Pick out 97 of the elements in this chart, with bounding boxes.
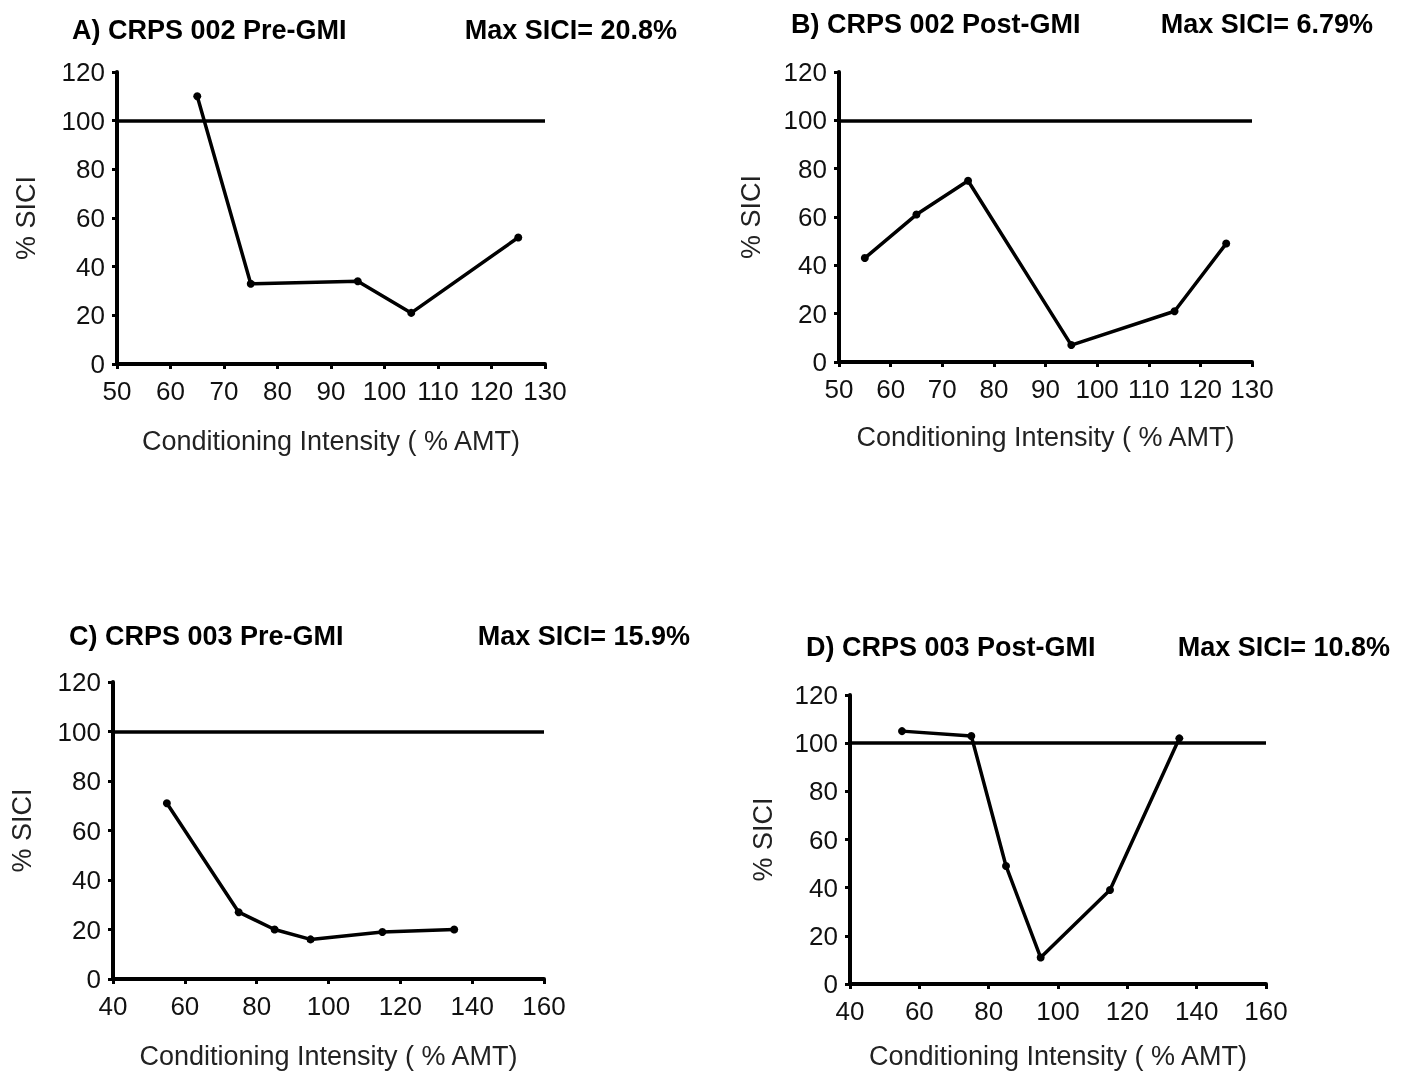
point: [860, 254, 869, 263]
x-tick-label: 80: [974, 996, 1004, 1026]
y-tick-label: 100: [57, 716, 101, 747]
point: [270, 925, 279, 934]
y-tick-label: 60: [72, 815, 101, 846]
x-tick-label: 70: [927, 374, 957, 404]
point: [378, 927, 387, 936]
x-axis-title: Conditioning Intensity ( % AMT): [139, 1040, 518, 1071]
text: Max SICI= 6.79%: [1160, 8, 1374, 39]
y-tick-label: 80: [798, 153, 827, 184]
point: [1067, 341, 1076, 350]
x-tick-label: 70: [209, 376, 239, 406]
point: [162, 799, 171, 808]
y-tick-label: 0: [812, 347, 827, 377]
y-tick-label: 20: [798, 298, 827, 329]
chart-title: A) CRPS 002 Pre-GMI: [72, 14, 347, 45]
chart-title: D) CRPS 003 Post-GMI: [806, 631, 1096, 662]
x-tick-label: 130: [523, 376, 567, 406]
y-tick-label: 120: [794, 680, 838, 710]
y-tick-label: 120: [783, 57, 827, 87]
y-axis-title: % SICI: [6, 788, 37, 873]
y-tick-label: 80: [809, 776, 838, 807]
x-tick-label: 80: [979, 374, 1009, 404]
x-axis-title: Conditioning Intensity ( % AMT): [856, 421, 1235, 452]
x-axis-title: Conditioning Intensity ( % AMT): [868, 1040, 1248, 1071]
x-tick-label: 80: [263, 376, 292, 406]
point: [964, 176, 973, 185]
point: [353, 277, 362, 286]
y-tick-label: 20: [809, 920, 838, 951]
x-tick-label: 140: [1174, 996, 1219, 1026]
point: [193, 92, 202, 101]
y-tick-label: 120: [61, 57, 105, 87]
y-tick-label: 60: [798, 202, 827, 232]
point: [234, 908, 243, 917]
y-tick-label: 100: [794, 728, 838, 759]
point: [912, 210, 921, 219]
point: [306, 935, 315, 944]
x-tick-label: 160: [1244, 996, 1288, 1026]
x-tick-label: 110: [1128, 374, 1170, 404]
x-tick-label: 130: [1230, 374, 1274, 404]
y-tick-label: 100: [61, 105, 105, 136]
y-tick-label: 80: [72, 766, 101, 796]
x-tick-label: 80: [242, 991, 272, 1021]
text: Max SICI= 10.8%: [1177, 631, 1391, 662]
text: Max SICI= 20.8%: [464, 14, 678, 45]
point: [1036, 953, 1045, 962]
y-tick-label: 0: [90, 349, 105, 379]
y-tick-label: 80: [76, 154, 105, 185]
text: Max SICI= 15.9%: [477, 620, 691, 651]
x-tick-label: 120: [378, 991, 423, 1021]
y-tick-label: 0: [823, 969, 838, 999]
y-tick-label: 0: [86, 964, 101, 994]
y-axis-title: % SICI: [735, 174, 766, 260]
x-tick-label: 100: [306, 991, 351, 1021]
point: [450, 925, 459, 934]
point: [1002, 861, 1010, 870]
y-tick-label: 60: [809, 824, 838, 855]
x-tick-label: 140: [450, 991, 494, 1021]
x-tick-label: 60: [170, 991, 200, 1021]
x-tick-label: 120: [1178, 374, 1223, 404]
x-tick-label: 50: [102, 376, 132, 406]
y-axis-title: % SICI: [10, 175, 41, 261]
x-tick-label: 120: [469, 376, 514, 406]
point: [407, 308, 416, 317]
x-tick-label: 90: [316, 376, 346, 406]
x-tick-label: 100: [362, 376, 407, 406]
point: [246, 279, 255, 288]
x-tick-label: 110: [417, 376, 459, 406]
x-tick-label: 100: [1075, 374, 1119, 404]
x-axis-title: Conditioning Intensity ( % AMT): [141, 425, 521, 456]
point: [1106, 886, 1114, 895]
y-tick-label: 120: [57, 667, 101, 697]
point: [1170, 307, 1179, 316]
x-tick-label: 100: [1036, 996, 1080, 1026]
point: [898, 727, 906, 736]
y-tick-label: 40: [809, 872, 838, 903]
chart-title: B) CRPS 002 Post-GMI: [791, 8, 1081, 39]
x-tick-label: 50: [824, 374, 854, 404]
point: [514, 233, 523, 242]
y-tick-label: 60: [76, 203, 105, 233]
chart-title: C) CRPS 003 Pre-GMI: [69, 620, 344, 651]
point: [967, 731, 976, 740]
y-tick-label: 40: [76, 251, 105, 282]
y-tick-label: 40: [72, 865, 101, 895]
y-tick-label: 20: [72, 914, 101, 945]
x-tick-label: 120: [1105, 996, 1150, 1026]
point: [1222, 239, 1231, 248]
y-tick-label: 100: [783, 105, 827, 136]
x-tick-label: 90: [1031, 374, 1060, 404]
x-tick-label: 60: [156, 376, 185, 406]
x-tick-label: 60: [876, 374, 906, 404]
x-tick-label: 40: [835, 996, 865, 1026]
y-tick-label: 20: [76, 300, 105, 331]
y-tick-label: 40: [798, 250, 827, 281]
y-axis-title: % SICI: [747, 797, 778, 882]
x-tick-label: 60: [904, 996, 934, 1026]
x-tick-label: 160: [522, 991, 566, 1021]
